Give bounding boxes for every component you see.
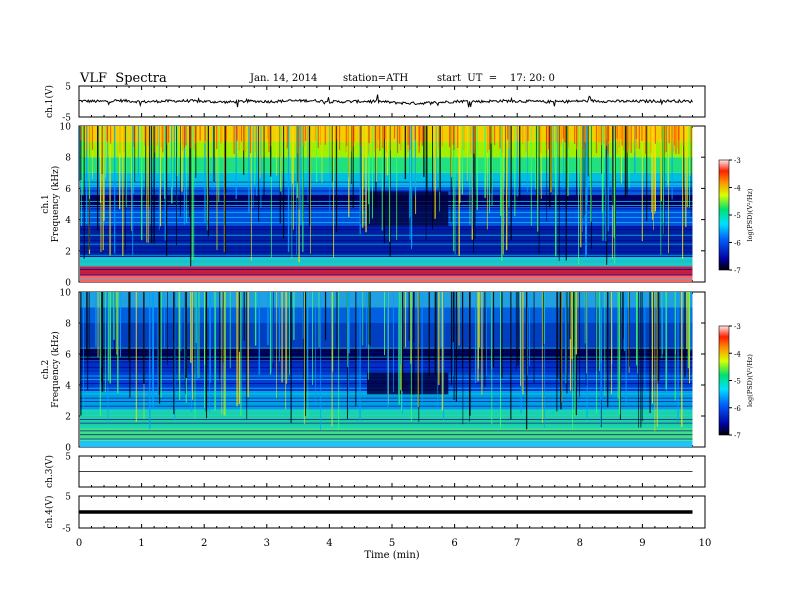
ch3-waveform: 5 ch.3(V): [44, 453, 706, 488]
x-tick-label: 6: [451, 538, 457, 549]
x-tick-label: 10: [699, 538, 712, 549]
y-tick-label: 4: [65, 382, 71, 392]
quiet-region: [366, 372, 449, 395]
y-axis-label: ch.1: [41, 194, 51, 213]
date-label: Jan. 14, 2014: [250, 73, 318, 84]
y-tick-label: 2: [65, 413, 71, 423]
colorbar-tick-label: -4: [734, 350, 741, 358]
colorbar-label: log(PSD)(V²/Hz): [746, 188, 754, 241]
ch4-waveform: -5 5 ch.4(V): [44, 493, 706, 535]
colorbar: -7 -6 -5 -4 -3 log(PSD)(V²/Hz): [718, 157, 754, 275]
colorbar-tick-label: -7: [734, 267, 741, 275]
x-axis-label: Time (min): [364, 550, 419, 561]
y-tick-label: 5: [65, 453, 71, 463]
start-label: start UT =: [437, 73, 498, 84]
ch1-spectrogram: 0 2 4 6 8 10 ch.1 Frequency (kHz) -7 -6 -5 -4 -3 log(…: [41, 123, 754, 289]
station-label: station=ATH: [343, 73, 409, 84]
y-tick-label: 0: [65, 279, 71, 289]
x-tick-label: 5: [389, 538, 395, 549]
spectrogram-band: [80, 266, 693, 276]
y-axis-label: Frequency (kHz): [50, 331, 61, 408]
chart-title: VLF Spectra: [80, 71, 167, 86]
colorbar-tick-label: -5: [734, 378, 741, 386]
spectrogram-image: [79, 126, 693, 282]
y-tick-label: 5: [65, 83, 71, 93]
y-axis-label: ch.1(V): [44, 85, 55, 118]
colorbar-tick-label: -3: [734, 157, 741, 165]
y-tick-label: 4: [65, 216, 71, 226]
y-tick-label: 6: [65, 185, 71, 195]
x-tick-label: 7: [514, 538, 520, 549]
ch2-spectrogram: 0 2 4 6 8 10 ch.2 Frequency (kHz) -7 -6 -5 -4 -3 log(…: [41, 289, 754, 454]
spectrogram-band: [80, 409, 693, 429]
y-tick-label: 5: [65, 493, 71, 503]
spectrogram-band: [80, 307, 693, 323]
y-axis-label: ch.3(V): [44, 455, 55, 488]
colorbar-tick-label: -6: [734, 240, 741, 248]
x-tick-label: 9: [639, 538, 645, 549]
spectrogram-band: [80, 225, 693, 258]
y-tick-label: 2: [65, 247, 71, 257]
y-tick-label: 8: [65, 154, 71, 164]
colorbar-tick-label: -3: [734, 323, 741, 331]
x-tick-label: 8: [577, 538, 583, 549]
x-tick-label: 3: [264, 538, 270, 549]
colorbar-tick-label: -5: [734, 212, 741, 220]
colorbar-gradient: [718, 159, 730, 271]
colorbar-tick-label: -4: [734, 185, 741, 193]
quiet-region: [366, 191, 449, 226]
waveform-line: [78, 94, 693, 108]
y-tick-label: 10: [60, 123, 72, 133]
spectrogram-image: [80, 292, 693, 447]
spectrogram-band: [80, 391, 693, 410]
spectrogram-band: [80, 257, 693, 267]
spectrogram-band: [80, 292, 693, 308]
spectrogram-band: [80, 360, 693, 370]
y-axis-label: ch.4(V): [44, 496, 55, 529]
y-axis-label: ch.2: [41, 360, 51, 379]
x-tick-label: 0: [76, 538, 82, 549]
y-axis-label: Frequency (kHz): [50, 166, 61, 243]
y-tick-label: -5: [62, 525, 71, 535]
ch1-waveform: -5 5 ch.1(V): [44, 83, 706, 124]
colorbar-tick-label: -7: [734, 432, 741, 440]
x-tick-label: 4: [326, 538, 332, 549]
y-tick-label: 10: [60, 289, 72, 299]
y-tick-label: 6: [65, 351, 71, 361]
spectrogram-band: [80, 323, 693, 348]
colorbar-tick-label: -6: [734, 405, 741, 413]
x-tick-label: 1: [138, 538, 144, 549]
x-tick-label: 2: [201, 538, 207, 549]
start-time: 17: 20: 0: [510, 73, 555, 84]
spectrogram-band: [80, 185, 693, 195]
y-tick-label: -5: [62, 114, 71, 124]
y-tick-label: 8: [65, 320, 71, 330]
colorbar: -7 -6 -5 -4 -3 log(PSD)(V²/Hz): [718, 323, 754, 440]
colorbar-label: log(PSD)(V²/Hz): [746, 354, 754, 407]
colorbar-gradient: [718, 325, 730, 436]
y-tick-label: 0: [65, 444, 71, 454]
